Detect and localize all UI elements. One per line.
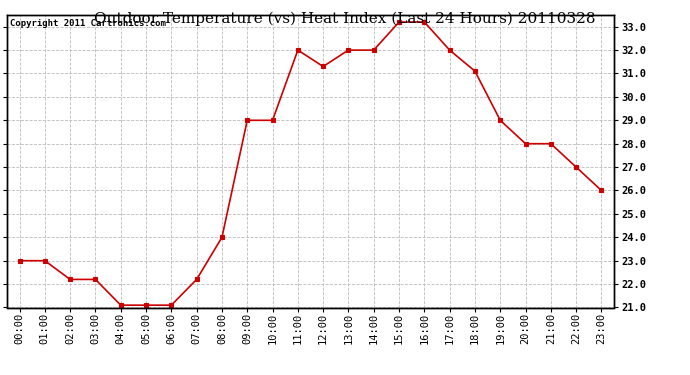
- Text: Copyright 2011 Cartronics.com: Copyright 2011 Cartronics.com: [10, 20, 166, 28]
- Text: Outdoor Temperature (vs) Heat Index (Last 24 Hours) 20110328: Outdoor Temperature (vs) Heat Index (Las…: [95, 11, 595, 26]
